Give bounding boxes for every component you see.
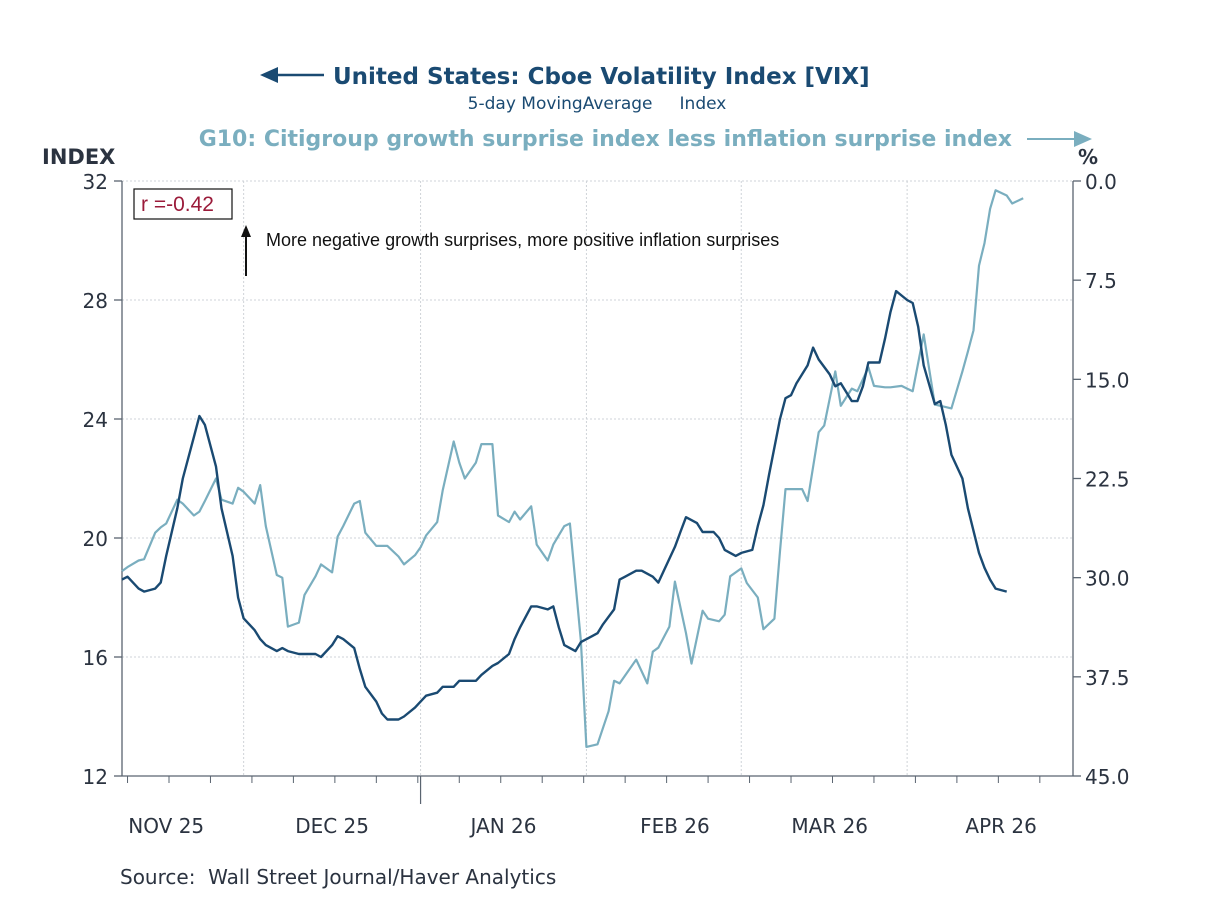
g10-surprise-line (121, 189, 1024, 749)
left-axis-tick-label: 12 (83, 765, 108, 789)
source-note: Source: Wall Street Journal/Haver Analyt… (120, 865, 556, 889)
gridlines (122, 180, 1073, 776)
x-axis-month-label: NOV 25 (128, 814, 204, 838)
left-series-subtitle: 5-day MovingAverage Index (468, 94, 727, 114)
direction-text: More negative growth surprises, more pos… (266, 230, 779, 250)
right-axis-tick-label: 45.0 (1085, 765, 1130, 789)
axes: 32 28 24 20 16 12 0.0 7.5 15.0 22.5 30.0 37.5 45.0 NO… (83, 170, 1130, 838)
left-series-title: United States: Cboe Volatility Index [VI… (333, 64, 870, 90)
legend-right-series: G10: Citigroup growth surprise index les… (199, 127, 1092, 152)
left-axis-tick-label: 32 (83, 170, 108, 194)
correlation-text: r =-0.42 (141, 193, 214, 216)
vix-line (121, 289, 1008, 721)
right-axis-title: % (1078, 145, 1098, 169)
right-axis-tick-label: 0.0 (1085, 170, 1117, 194)
left-axis-tick-label: 20 (83, 527, 108, 551)
correlation-box (133, 188, 233, 220)
x-axis-month-label: DEC 25 (295, 814, 369, 838)
right-axis-tick-label: 22.5 (1085, 468, 1130, 492)
right-axis-tick-label: 7.5 (1085, 269, 1117, 293)
x-axis-month-label: FEB 26 (640, 814, 710, 838)
x-axis-month-label: MAR 26 (791, 814, 868, 838)
left-arrow-icon (260, 67, 278, 83)
right-axis-tick-label: 37.5 (1085, 666, 1130, 690)
right-axis-tick-label: 30.0 (1085, 567, 1130, 591)
right-arrow-icon (1074, 131, 1092, 147)
left-axis-tick-label: 24 (83, 408, 108, 432)
direction-annotation: More negative growth surprises, more pos… (241, 225, 779, 276)
right-series-title: G10: Citigroup growth surprise index les… (199, 127, 1012, 152)
x-axis-month-label: APR 26 (965, 814, 1036, 838)
right-axis-tick-label: 15.0 (1085, 368, 1130, 392)
correlation-annotation: r =-0.42 (133, 188, 233, 220)
x-axis-month-label: JAN 26 (469, 814, 537, 838)
left-axis-title: INDEX (42, 145, 115, 169)
legend-left-series: United States: Cboe Volatility Index [VI… (260, 64, 870, 114)
left-axis-tick-label: 16 (83, 646, 108, 670)
left-axis-tick-label: 28 (83, 289, 108, 313)
series-lines (121, 189, 1024, 749)
up-arrow-icon (241, 225, 251, 237)
